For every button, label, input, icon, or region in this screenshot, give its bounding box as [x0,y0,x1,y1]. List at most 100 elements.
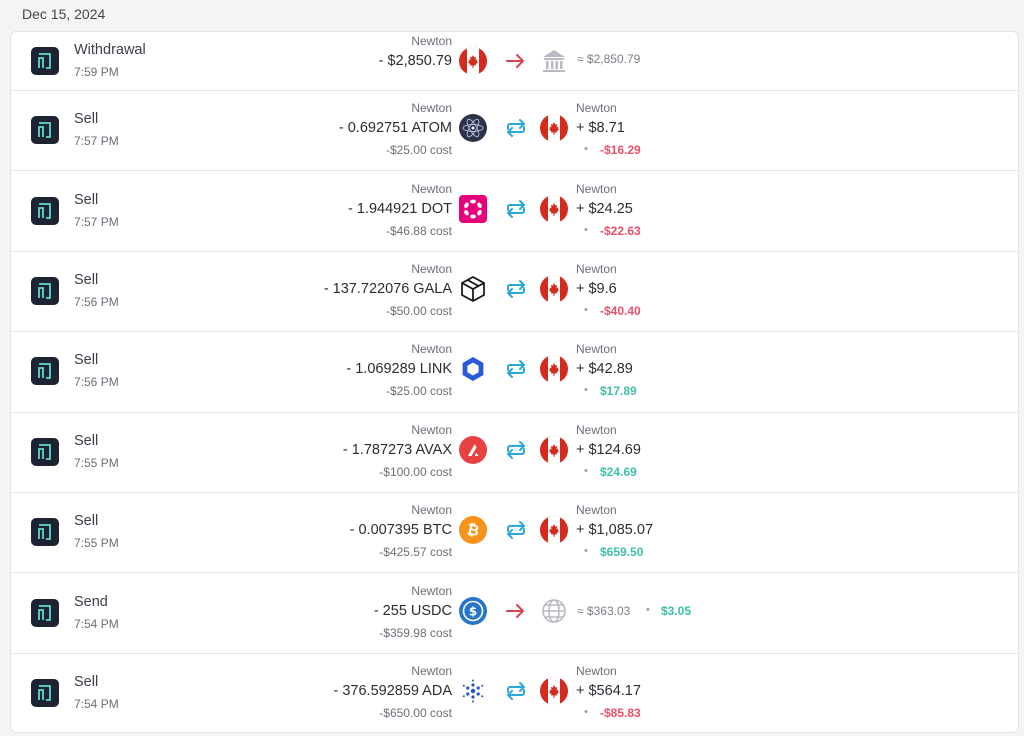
asset-icon [459,194,487,223]
app-icon [31,598,59,627]
source-amount: - 1.069289 LINK [346,361,452,378]
destination-amount: + $564.17 [576,682,641,699]
transaction-type: Withdrawal [74,42,146,58]
app-icon [31,357,59,386]
app-icon [31,437,59,466]
destination-icon [540,114,568,143]
destination-icon [540,516,568,545]
app-icon [31,678,59,707]
separator-dot: • [584,464,588,477]
transaction-type: Sell [74,432,99,449]
destination-label: Newton [576,342,617,357]
asset-icon [459,435,487,464]
profit-loss: $17.89 [600,384,637,399]
transaction-time: 7:55 PM [74,536,119,551]
app-icon [31,518,59,547]
source-label: Newton [411,342,452,357]
destination-amount: + $124.69 [576,441,641,458]
separator-dot: • [584,705,588,718]
source-amount: - 1.787273 AVAX [342,441,452,458]
destination-amount: + $8.71 [576,120,625,137]
source-amount: - 376.592859 ADA [333,682,452,699]
destination-icon [540,355,568,384]
transaction-time: 7:54 PM [74,616,119,631]
transaction-row[interactable]: Sell 7:54 PM Newton - 376.592859 ADA -$650.0… [11,653,1018,732]
transaction-row[interactable]: Sell 7:57 PM Newton - 0.692751 ATOM -$25.00 … [11,90,1018,172]
transaction-time: 7:56 PM [74,294,119,309]
transaction-type: Sell [74,352,99,369]
transaction-type: Sell [74,191,99,208]
source-amount: - 1.944921 DOT [348,200,452,217]
svg-text:₿: ₿ [465,520,481,540]
transaction-type: Sell [74,673,99,690]
separator-dot: • [584,303,588,316]
swap-icon [507,119,525,138]
destination-amount: ≈ $2,850.79 [577,52,641,66]
destination-icon [540,194,568,223]
profit-loss: -$40.40 [600,303,641,318]
transaction-time: 7:56 PM [74,375,119,390]
source-label: Newton [411,181,452,196]
source-cost: -$25.00 cost [385,384,452,399]
source-label: Newton [411,34,452,48]
transaction-time: 7:57 PM [74,214,119,229]
asset-icon [461,276,485,302]
source-amount: - $2,850.79 [378,53,452,69]
source-cost: -$359.98 cost [379,625,452,640]
app-icon [31,116,59,145]
transfer-arrow [506,603,524,618]
separator-dot: • [584,143,588,156]
app-icon [31,276,59,305]
separator-dot: • [584,384,588,397]
source-label: Newton [411,422,452,437]
swap-icon [507,279,525,298]
destination-icon [540,274,568,303]
destination-label: Newton [576,101,617,116]
asset-icon: $ [459,596,487,625]
transaction-time: 7:57 PM [74,134,119,149]
source-amount: - 0.007395 BTC [349,522,452,539]
transaction-type: Sell [74,111,99,128]
source-label: Newton [411,503,452,518]
separator-dot: • [646,603,650,616]
transaction-row[interactable]: Send 7:54 PM Newton - 255 USDC -$359.98 cost… [11,572,1018,654]
separator-dot: • [584,545,588,558]
transaction-time: 7:59 PM [74,65,119,79]
destination-icon [540,676,568,705]
source-cost: -$25.00 cost [385,143,452,158]
destination-amount: + $1,085.07 [576,522,654,539]
destination-label: Newton [576,422,617,437]
asset-icon [459,114,487,143]
swap-icon [507,440,525,459]
swap-icon [507,681,525,700]
source-label: Newton [411,261,452,276]
svg-text:$: $ [469,604,477,618]
destination-amount: ≈ $363.03 [577,603,631,618]
source-label: Newton [411,101,452,116]
source-amount: - 137.722076 GALA [323,280,452,297]
transaction-type: Send [74,593,108,610]
destination-icon [542,598,566,623]
source-cost: -$50.00 cost [385,303,452,318]
asset-icon [462,679,484,703]
transaction-row[interactable]: Sell 7:56 PM Newton - 137.722076 GALA -$50.0… [11,251,1018,333]
source-cost: -$650.00 cost [379,705,452,720]
destination-label: Newton [576,503,617,518]
source-cost: -$100.00 cost [379,464,452,479]
transaction-row[interactable]: Sell 7:56 PM Newton - 1.069289 LINK -$25.00 … [11,331,1018,413]
destination-amount: + $9.6 [576,280,617,297]
profit-loss: -$22.63 [600,223,641,238]
destination-icon [543,50,565,72]
transfer-arrow [506,54,524,68]
transaction-row[interactable]: Withdrawal 7:59 PM Newton - $2,850.79 ≈ $2,8… [11,32,1018,91]
transaction-row[interactable]: Sell 7:55 PM Newton - 1.787273 AVAX -$100.00… [11,412,1018,493]
profit-loss: $3.05 [661,603,692,618]
profit-loss: -$16.29 [600,143,641,158]
transaction-card: Withdrawal 7:59 PM Newton - $2,850.79 ≈ $2,8… [10,31,1019,733]
destination-label: Newton [576,663,617,678]
transaction-row[interactable]: Sell 7:57 PM Newton - 1.944921 DOT -$46.88 c… [11,170,1018,252]
transaction-time: 7:54 PM [74,696,119,711]
transaction-row[interactable]: Sell 7:55 PM Newton - 0.007395 BTC -$425.57 … [11,492,1018,574]
source-cost: -$425.57 cost [379,545,452,560]
